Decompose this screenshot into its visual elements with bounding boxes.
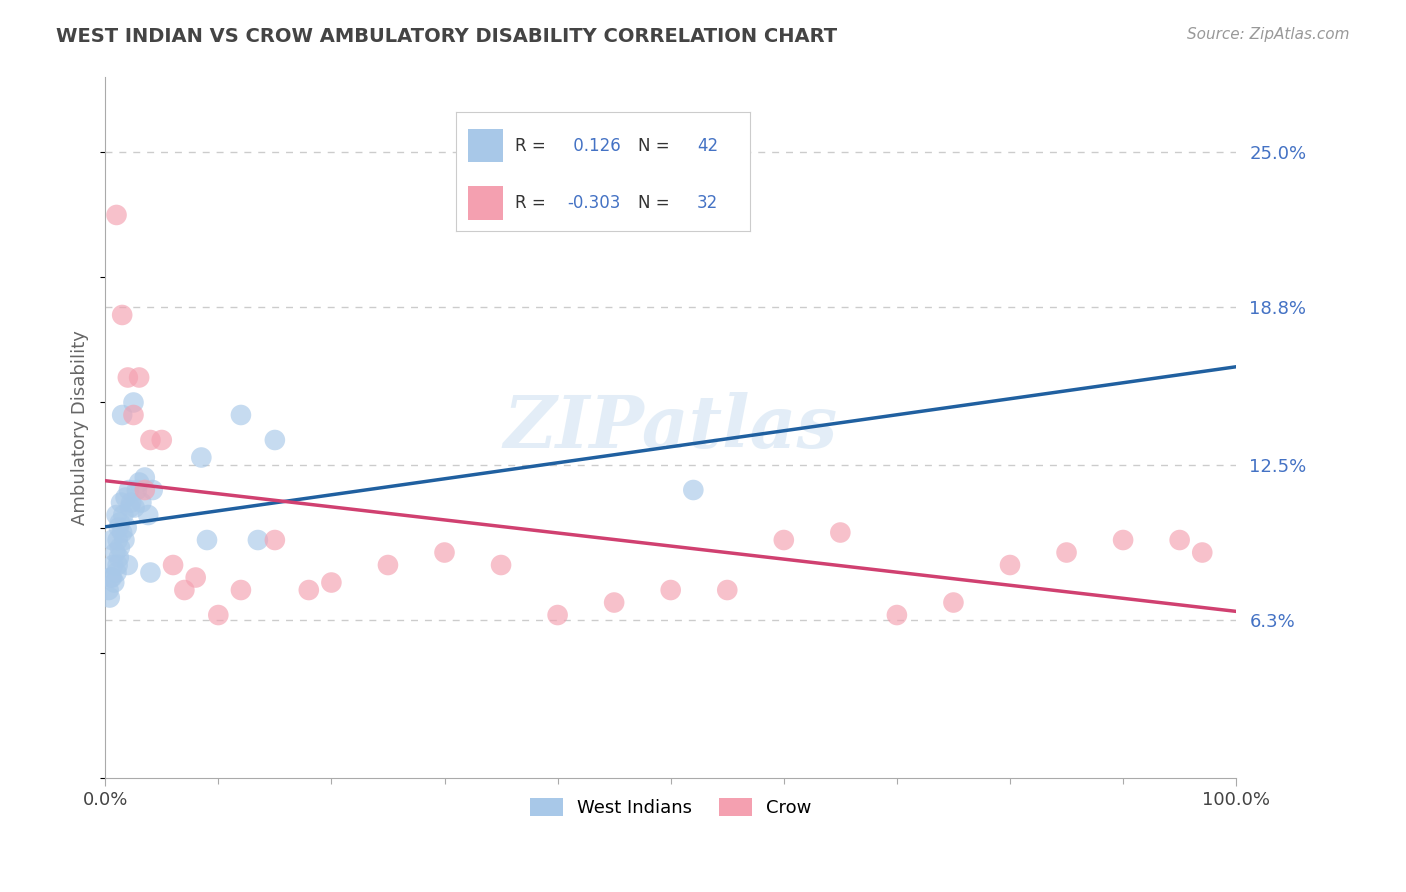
Point <box>830 525 852 540</box>
Text: ZIPatlas: ZIPatlas <box>503 392 838 463</box>
Point <box>118 483 141 497</box>
Point <box>603 595 626 609</box>
Point <box>682 483 704 497</box>
Point <box>105 508 128 522</box>
Point <box>111 525 134 540</box>
Point <box>142 483 165 497</box>
Point <box>1168 533 1191 547</box>
Point <box>1112 533 1135 547</box>
Point <box>107 533 129 547</box>
Point <box>942 595 965 609</box>
Point <box>107 550 129 565</box>
Point <box>134 470 156 484</box>
Point <box>659 582 682 597</box>
Point <box>117 370 139 384</box>
Point <box>120 495 142 509</box>
Point <box>111 308 134 322</box>
Point <box>107 558 129 572</box>
Point <box>105 208 128 222</box>
Point <box>772 533 794 547</box>
Point <box>433 545 456 559</box>
Point <box>195 533 218 547</box>
Point <box>100 570 122 584</box>
Y-axis label: Ambulatory Disability: Ambulatory Disability <box>72 330 89 524</box>
Point <box>108 516 131 530</box>
Point <box>128 370 150 384</box>
Point <box>1056 545 1078 559</box>
Point <box>128 475 150 490</box>
Point <box>998 558 1021 572</box>
Point <box>108 541 131 555</box>
Point <box>263 433 285 447</box>
Point <box>489 558 512 572</box>
Text: Source: ZipAtlas.com: Source: ZipAtlas.com <box>1187 27 1350 42</box>
Point <box>298 582 321 597</box>
Point <box>190 450 212 465</box>
Point <box>229 582 252 597</box>
Point <box>263 533 285 547</box>
Point <box>886 607 908 622</box>
Point <box>136 508 159 522</box>
Point <box>184 570 207 584</box>
Point <box>716 582 738 597</box>
Point <box>117 558 139 572</box>
Point <box>547 607 569 622</box>
Point <box>173 582 195 597</box>
Point <box>107 520 129 534</box>
Point <box>97 582 120 597</box>
Point <box>114 533 136 547</box>
Point <box>98 591 121 605</box>
Point <box>104 545 127 559</box>
Point <box>150 433 173 447</box>
Point <box>101 533 124 547</box>
Point <box>101 570 124 584</box>
Point <box>103 575 125 590</box>
Point <box>139 566 162 580</box>
Point <box>139 433 162 447</box>
Point <box>229 408 252 422</box>
Point <box>1191 545 1213 559</box>
Point <box>122 395 145 409</box>
Point <box>115 520 138 534</box>
Point <box>246 533 269 547</box>
Point <box>207 607 229 622</box>
Legend: West Indians, Crow: West Indians, Crow <box>523 790 818 824</box>
Point <box>105 566 128 580</box>
Point <box>114 491 136 505</box>
Point <box>131 495 153 509</box>
Text: WEST INDIAN VS CROW AMBULATORY DISABILITY CORRELATION CHART: WEST INDIAN VS CROW AMBULATORY DISABILIT… <box>56 27 838 45</box>
Point <box>101 558 124 572</box>
Point <box>110 495 132 509</box>
Point <box>124 500 146 515</box>
Point <box>162 558 184 572</box>
Point <box>321 575 343 590</box>
Point <box>120 500 142 515</box>
Point <box>377 558 399 572</box>
Point <box>125 483 148 497</box>
Point <box>122 408 145 422</box>
Point <box>134 483 156 497</box>
Point <box>112 508 135 522</box>
Point <box>111 408 134 422</box>
